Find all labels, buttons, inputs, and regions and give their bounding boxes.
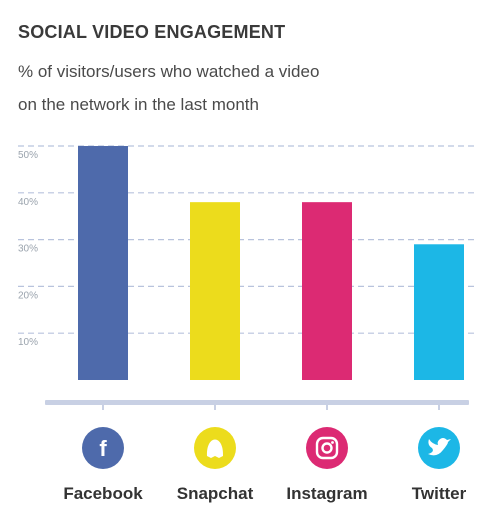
facebook-icon: f bbox=[82, 427, 124, 469]
chart-subtitle-line-1: % of visitors/users who watched a video bbox=[18, 62, 320, 81]
category-label-snapchat: Snapchat bbox=[177, 484, 254, 503]
category-label-twitter: Twitter bbox=[412, 484, 467, 503]
twitter-icon bbox=[418, 427, 460, 469]
bar-twitter bbox=[414, 244, 464, 380]
chart-title: SOCIAL VIDEO ENGAGEMENT bbox=[18, 22, 286, 42]
y-tick-label: 50% bbox=[18, 150, 38, 161]
x-axis-tick bbox=[326, 405, 328, 410]
instagram-icon bbox=[306, 427, 348, 469]
category-label-instagram: Instagram bbox=[286, 484, 367, 503]
snapchat-icon bbox=[194, 427, 236, 469]
bar-instagram bbox=[302, 202, 352, 380]
x-axis-tick bbox=[438, 405, 440, 410]
category-label-facebook: Facebook bbox=[63, 484, 143, 503]
chart-subtitle-line-2: on the network in the last month bbox=[18, 95, 259, 114]
y-tick-label: 20% bbox=[18, 290, 38, 301]
x-axis-line bbox=[45, 400, 469, 405]
bar-facebook bbox=[78, 146, 128, 380]
y-tick-label: 40% bbox=[18, 197, 38, 208]
x-axis-tick bbox=[102, 405, 104, 410]
x-axis-tick bbox=[214, 405, 216, 410]
svg-text:f: f bbox=[99, 436, 107, 461]
bar-snapchat bbox=[190, 202, 240, 380]
y-tick-label: 30% bbox=[18, 244, 38, 255]
y-tick-label: 10% bbox=[18, 337, 38, 348]
